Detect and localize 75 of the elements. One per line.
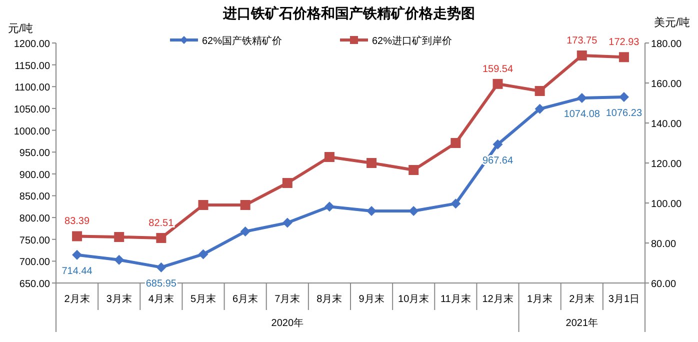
x-tick-label: 3月1日: [608, 294, 640, 305]
data-label: 82.51: [148, 218, 174, 229]
point: [282, 178, 292, 188]
x-tick-label: 9月末: [358, 293, 384, 305]
text: 2020年: [271, 317, 304, 329]
point: [618, 92, 629, 102]
data-label: 714.44: [62, 266, 93, 277]
x-tick-label: 8月末: [316, 293, 342, 305]
point: [198, 200, 208, 210]
y2-axis-title: 美元/吨: [654, 16, 690, 29]
y-tick-label: 850.00: [19, 192, 50, 203]
text: 2021年: [566, 317, 598, 329]
y2-tick-label: 100.00: [651, 199, 682, 210]
point: [492, 78, 503, 89]
data-label: 172.93: [608, 37, 640, 48]
y-tick-label: 650.00: [19, 279, 50, 290]
point: [576, 92, 587, 103]
point: [198, 249, 208, 260]
y2-tick-label: 120.00: [651, 159, 682, 170]
x-tick-label: 3月末: [106, 293, 132, 305]
y2-tick-label: 160.00: [651, 79, 682, 90]
data-label: 1074.08: [564, 108, 600, 120]
y-tick-label: 1150.00: [14, 60, 50, 72]
point: [576, 50, 587, 60]
y-tick-label: 700.00: [19, 257, 50, 268]
y-tick-label: 1200.00: [14, 39, 50, 50]
point: [114, 254, 124, 265]
y-tick-label: 1000.00: [14, 126, 50, 138]
x-tick-label: 7月末: [274, 293, 300, 305]
data-label: 159.54: [482, 64, 514, 75]
point: [534, 104, 545, 114]
y-tick-label: 1100.00: [14, 82, 50, 94]
y-tick-label: 900.00: [19, 170, 50, 181]
point: [408, 165, 419, 175]
y2-tick-label: 140.00: [651, 119, 682, 130]
x-tick-label: 4月末: [148, 293, 174, 305]
x-tick-label: 2月末: [569, 293, 595, 305]
point: [534, 86, 545, 96]
point: [324, 152, 334, 162]
point: [282, 218, 292, 228]
data-label: 173.75: [566, 36, 598, 46]
y-tick-label: 800.00: [19, 214, 50, 225]
y-axis-title: 元/吨: [8, 22, 34, 35]
point: [618, 52, 629, 62]
point: [408, 206, 419, 216]
y-tick-label: 750.00: [19, 235, 50, 246]
point: [156, 232, 166, 243]
point: [156, 262, 166, 272]
point: [450, 138, 461, 148]
x-tick-label: 11月末: [440, 293, 471, 305]
x-tick-label: 2月末: [64, 293, 90, 305]
data-label: 1076.23: [606, 108, 642, 120]
y2-tick-label: 60.00: [651, 279, 676, 290]
point: [450, 198, 461, 209]
point: [114, 232, 124, 242]
legend-label: 62%进口矿到岸价: [372, 35, 452, 47]
x-tick-label: 10月末: [398, 293, 430, 305]
point: [366, 158, 377, 168]
point: [240, 200, 250, 210]
y-tick-label: 1050.00: [14, 104, 50, 116]
legend-label: 62%国产铁精矿价: [202, 35, 282, 47]
chart-title: 进口铁矿石价格和国产铁精矿价格走势图: [222, 5, 475, 21]
point: [72, 250, 82, 260]
point: [324, 202, 334, 212]
x-tick-label: 5月末: [190, 293, 216, 305]
x-tick-label: 12月末: [482, 293, 514, 305]
point: [240, 226, 250, 237]
y-tick-label: 950.00: [19, 148, 50, 160]
x-tick-label: 1月末: [527, 293, 553, 305]
y2-tick-label: 80.00: [651, 239, 676, 250]
point: [72, 231, 82, 242]
data-label: 83.39: [64, 216, 90, 228]
y2-tick-label: 180.00: [651, 39, 682, 50]
point: [492, 139, 503, 150]
x-tick-label: 6月末: [232, 293, 258, 305]
